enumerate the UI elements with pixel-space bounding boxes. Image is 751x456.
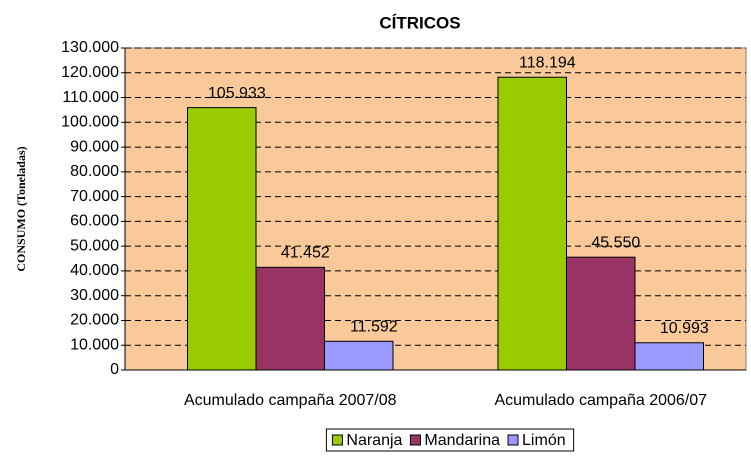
- y-tick-label: 70.000: [70, 188, 119, 205]
- bar: [497, 76, 567, 371]
- y-tick-label: 0: [110, 361, 119, 378]
- y-axis-label: CONSUMO (Toneladas): [14, 146, 28, 271]
- chart-title: CÍTRICOS: [379, 13, 460, 32]
- legend-swatch: [331, 434, 343, 446]
- y-tick-label: 20.000: [70, 312, 119, 329]
- y-tick-label: 100.000: [61, 114, 119, 131]
- legend-label: Naranja: [346, 432, 402, 449]
- y-tick-label: 60.000: [70, 213, 119, 230]
- value-label: 105.933: [208, 85, 266, 102]
- x-tick-label: Acumulado campaña 2007/08: [184, 392, 397, 409]
- legend-label: Limón: [522, 432, 566, 449]
- bar: [566, 256, 636, 371]
- y-tick-label: 30.000: [70, 287, 119, 304]
- y-tick-label: 90.000: [70, 138, 119, 155]
- value-label: 45.550: [591, 234, 640, 251]
- y-tick-label: 130.000: [61, 39, 119, 56]
- bar: [634, 342, 704, 371]
- y-tick-label: 120.000: [61, 64, 119, 81]
- value-label: 10.993: [660, 320, 709, 337]
- y-tick-label: 110.000: [62, 89, 119, 106]
- y-tick-label: 80.000: [70, 163, 119, 180]
- legend-label: Mandarina: [424, 432, 500, 449]
- value-label: 118.194: [519, 54, 576, 71]
- y-tick-label: 40.000: [70, 262, 119, 279]
- value-label: 11.592: [350, 319, 398, 336]
- bar: [187, 107, 257, 371]
- bar: [255, 266, 325, 371]
- legend-swatch: [409, 434, 421, 446]
- y-tick-label: 50.000: [70, 237, 119, 254]
- value-label: 41.452: [281, 245, 330, 262]
- bar: [324, 340, 394, 371]
- legend-swatch: [507, 434, 519, 446]
- x-tick-label: Acumulado campaña 2006/07: [494, 392, 707, 409]
- y-tick-label: 10.000: [70, 336, 119, 353]
